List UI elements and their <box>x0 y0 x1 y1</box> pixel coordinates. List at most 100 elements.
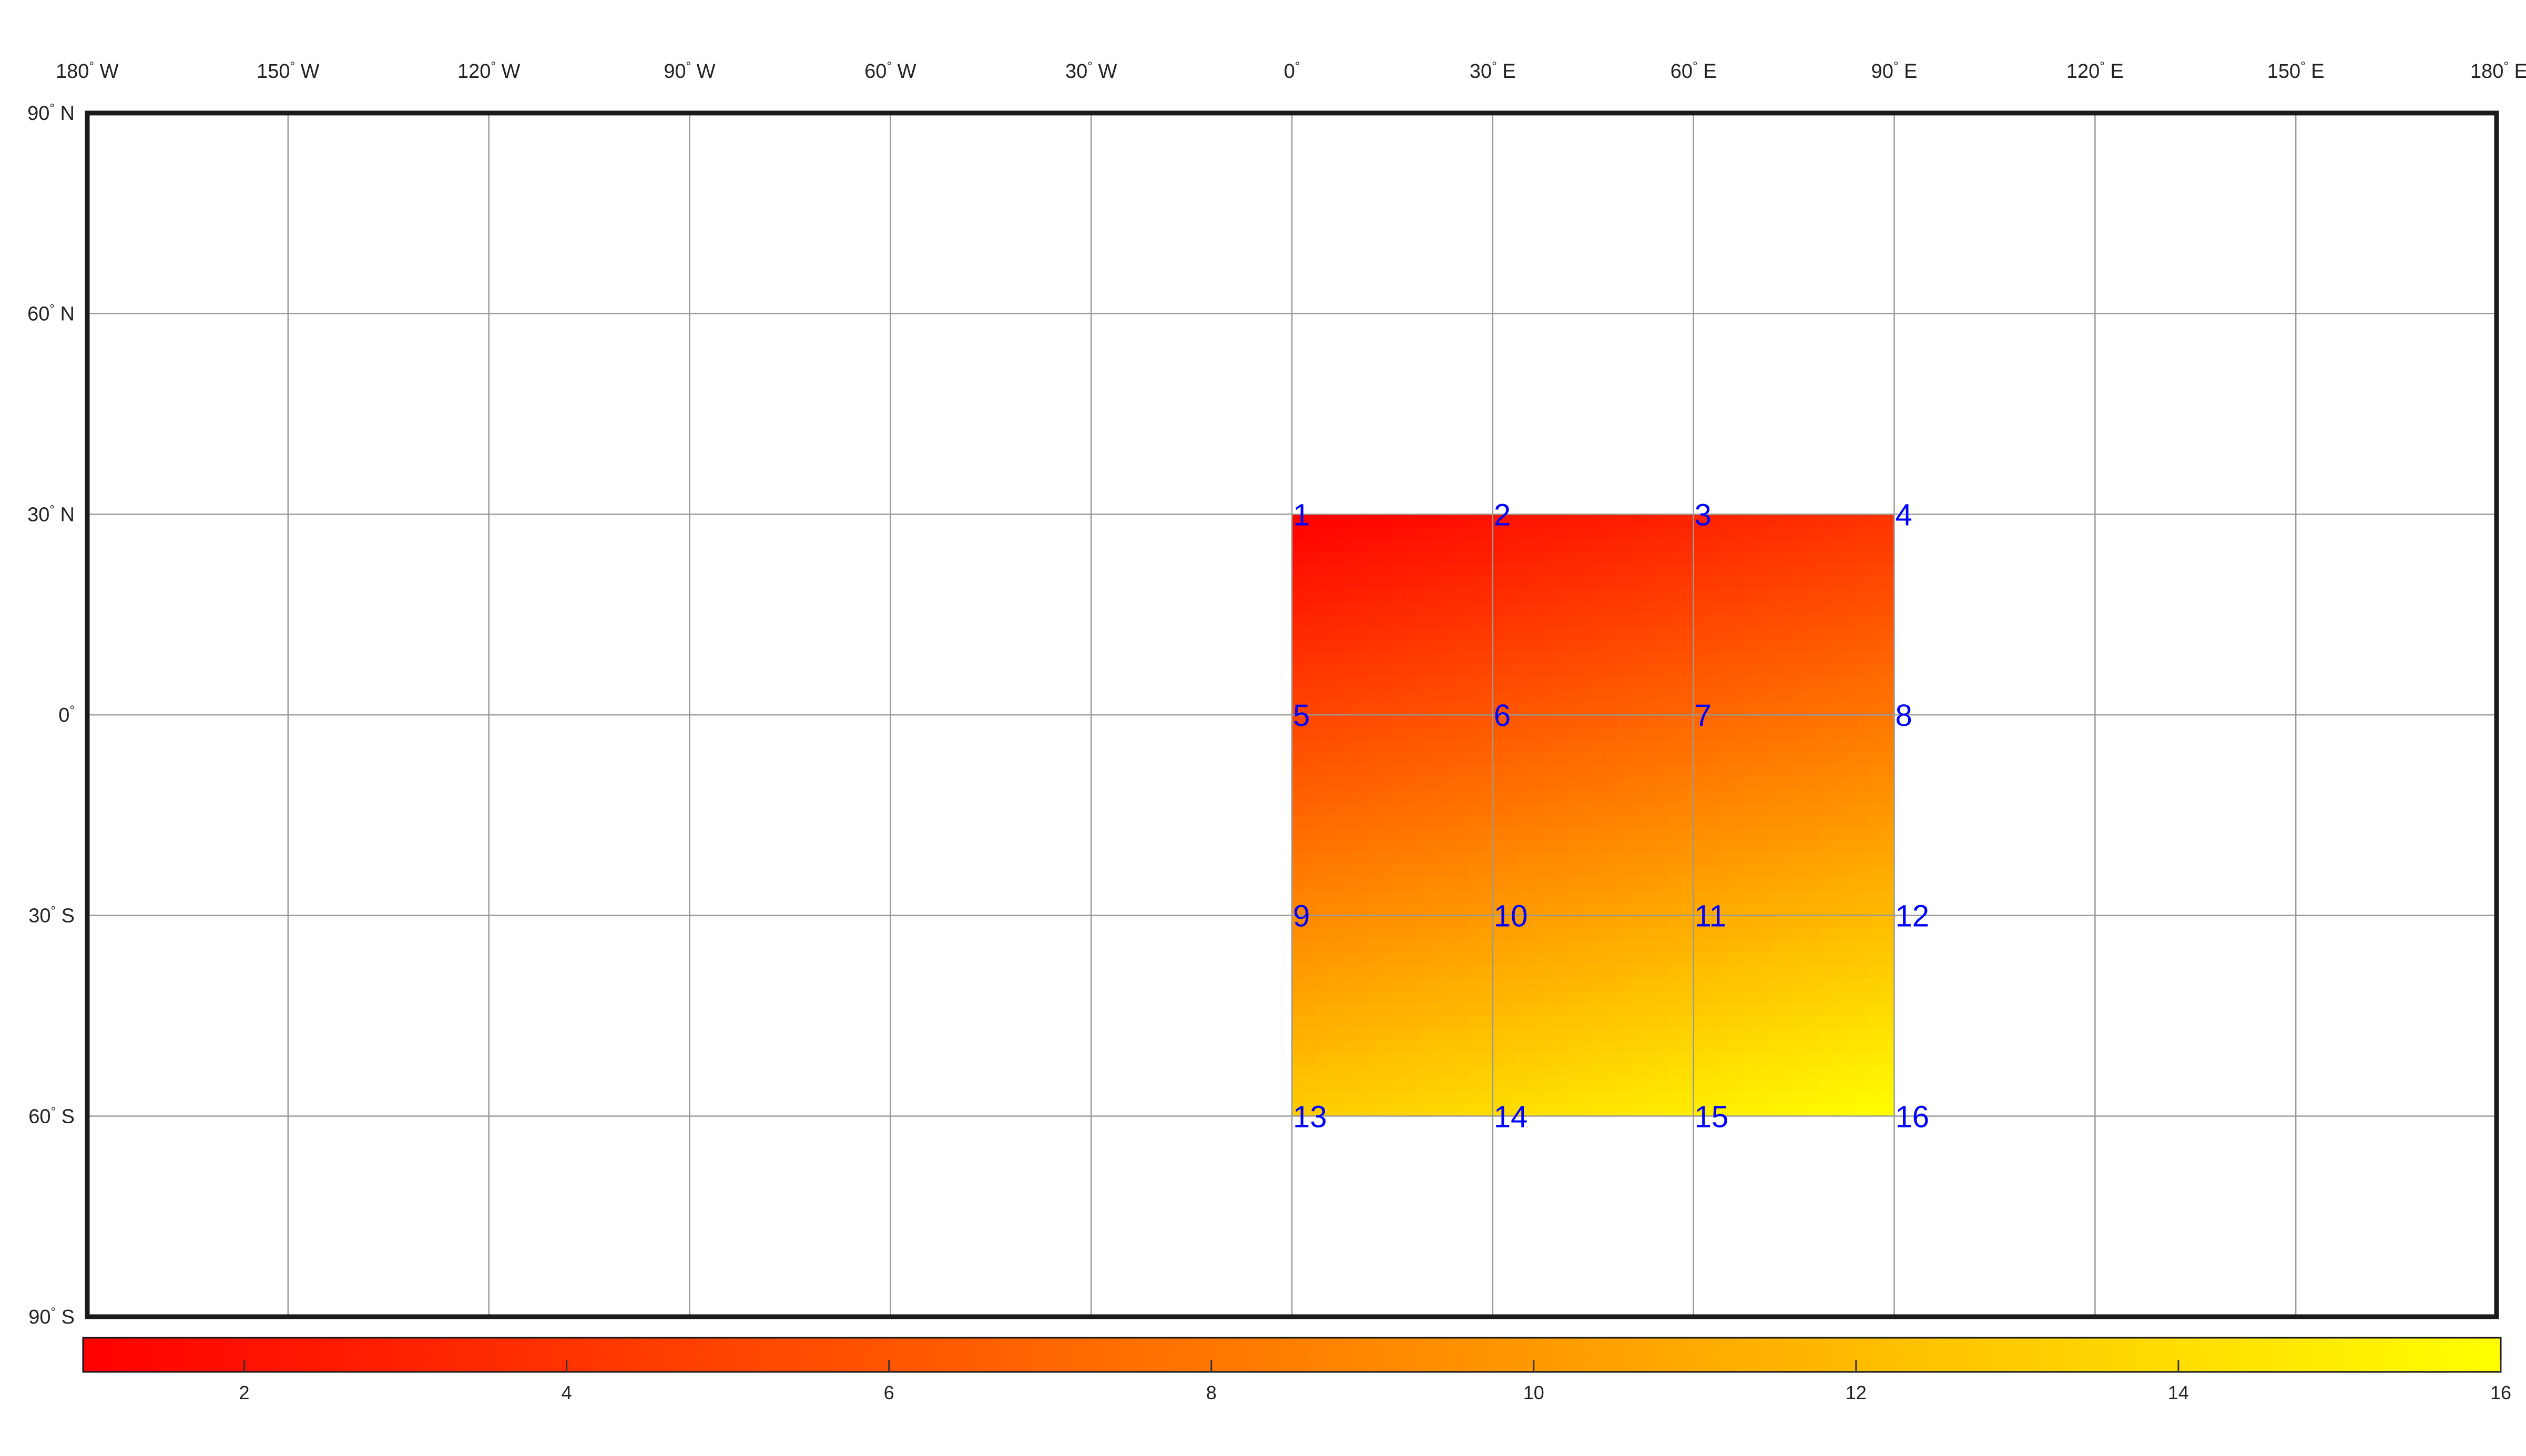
field-cell <box>1492 564 1506 578</box>
field-cell <box>1404 715 1418 728</box>
field-cell <box>1869 740 1882 753</box>
field-cell <box>1856 664 1870 678</box>
field-cell <box>1844 765 1857 778</box>
field-cell <box>1392 715 1405 728</box>
field-cell <box>1342 1091 1356 1104</box>
field-cell <box>1831 765 1845 778</box>
field-cell <box>1480 990 1493 1004</box>
field-cell <box>1367 1065 1380 1079</box>
field-cell <box>1492 677 1506 691</box>
field-cell <box>1380 827 1393 841</box>
field-cell <box>1292 752 1305 766</box>
field-cell <box>1756 652 1769 665</box>
field-cell <box>1731 740 1744 753</box>
field-cell <box>1430 1078 1443 1092</box>
field-cell <box>1568 790 1581 803</box>
field-cell <box>1643 827 1656 841</box>
field-cell <box>1417 1078 1431 1092</box>
field-cell <box>1706 1091 1719 1104</box>
field-cell <box>1781 978 1795 991</box>
field-cell <box>1618 752 1632 766</box>
field-cell <box>1768 890 1782 904</box>
field-cell <box>1304 790 1318 803</box>
field-cell <box>1543 1065 1556 1079</box>
field-cell <box>1380 752 1393 766</box>
field-cell <box>1392 903 1405 916</box>
field-cell <box>1756 727 1769 741</box>
field-cell <box>1593 802 1606 816</box>
field-cell <box>1342 1065 1356 1079</box>
field-cell <box>1543 664 1556 678</box>
field-cell <box>1417 915 1431 929</box>
longitude-tick-label: 150° E <box>2267 59 2325 83</box>
field-cell <box>1505 928 1519 941</box>
field-cell <box>1580 715 1594 728</box>
field-cell <box>1505 990 1519 1004</box>
field-cell <box>1731 715 1744 728</box>
field-cell <box>1831 690 1845 703</box>
field-cell <box>1643 840 1656 854</box>
field-cell <box>1631 853 1644 866</box>
field-cell <box>1656 1053 1669 1067</box>
field-cell <box>1505 966 1519 979</box>
field-cell <box>1404 815 1418 828</box>
field-cell <box>1543 915 1556 929</box>
field-cell <box>1869 677 1882 691</box>
field-cell <box>1856 890 1870 904</box>
field-cell <box>1856 853 1870 866</box>
field-cell <box>1480 551 1493 565</box>
field-cell <box>1744 589 1757 603</box>
field-cell <box>1668 1053 1682 1067</box>
field-cell <box>1492 915 1506 929</box>
field-cell <box>1718 627 1732 640</box>
field-cell <box>1505 551 1519 565</box>
field-cell <box>1718 677 1732 691</box>
field-cell <box>1768 903 1782 916</box>
field-cell <box>1430 1053 1443 1067</box>
field-cell <box>1329 589 1343 603</box>
field-cell <box>1794 752 1807 766</box>
field-cell <box>1455 978 1468 991</box>
field-cell <box>1881 514 1895 527</box>
field-cell <box>1468 1016 1481 1029</box>
field-cell <box>1430 677 1443 691</box>
longitude-tick-label: 180° E <box>2470 59 2526 83</box>
field-cell <box>1656 890 1669 904</box>
field-cell <box>1593 990 1606 1004</box>
field-cell <box>1304 940 1318 954</box>
field-cell <box>1430 990 1443 1004</box>
field-cell <box>1568 627 1581 640</box>
field-cell <box>1492 551 1506 565</box>
field-cell <box>1342 727 1356 741</box>
field-cell <box>1392 1078 1405 1092</box>
field-cell <box>1768 953 1782 966</box>
field-cell <box>1718 1028 1732 1041</box>
field-cell <box>1342 940 1356 954</box>
field-cell <box>1656 614 1669 628</box>
grid-point-label: 9 <box>1293 899 1310 934</box>
field-cell <box>1517 1003 1531 1017</box>
field-cell <box>1631 802 1644 816</box>
field-cell <box>1680 652 1694 665</box>
field-cell <box>1505 790 1519 803</box>
field-cell <box>1731 752 1744 766</box>
field-cell <box>1819 727 1832 741</box>
field-cell <box>1869 1053 1882 1067</box>
field-cell <box>1869 639 1882 653</box>
field-cell <box>1631 940 1644 954</box>
field-cell <box>1806 639 1820 653</box>
field-cell <box>1668 690 1682 703</box>
field-cell <box>1744 966 1757 979</box>
field-cell <box>1856 589 1870 603</box>
field-cell <box>1342 551 1356 565</box>
field-cell <box>1354 727 1368 741</box>
field-cell <box>1605 777 1619 791</box>
field-cell <box>1517 1041 1531 1054</box>
field-cell <box>1756 765 1769 778</box>
field-cell <box>1555 1016 1568 1029</box>
field-cell <box>1731 577 1744 590</box>
field-cell <box>1718 1041 1732 1054</box>
field-cell <box>1317 527 1330 540</box>
field-cell <box>1392 765 1405 778</box>
field-cell <box>1329 1003 1343 1017</box>
